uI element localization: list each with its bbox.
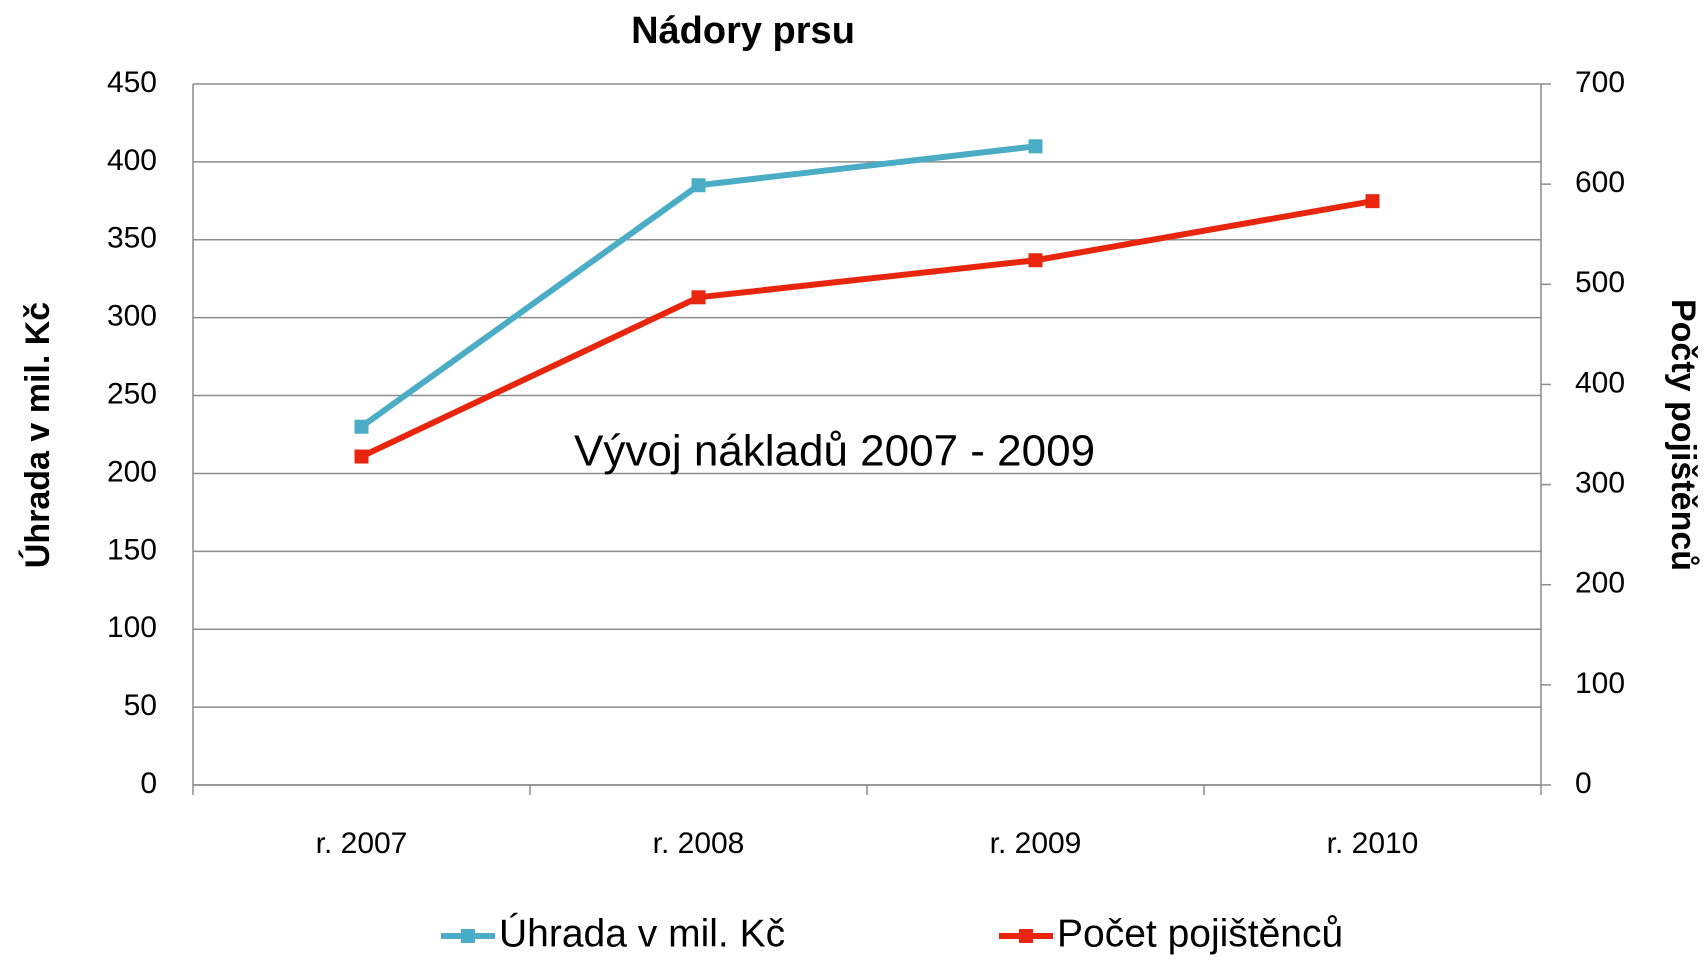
legend-label: Počet pojištěnců — [1057, 912, 1343, 955]
y2-axis-title: Počty pojištěnců — [1664, 299, 1702, 571]
y-tick-label: 350 — [107, 222, 157, 255]
y-tick-label: 400 — [107, 144, 157, 177]
chart-title: Nádory prsu — [631, 10, 855, 52]
y-tick-label: 100 — [107, 611, 157, 644]
series-marker — [354, 419, 369, 434]
y-tick-label: 0 — [140, 767, 157, 800]
legend-marker — [1019, 929, 1033, 943]
y-tick-label: 250 — [107, 377, 157, 410]
series-marker — [1028, 139, 1043, 154]
y-tick-label: 200 — [107, 455, 157, 488]
annotation: Vývoj nákladů 2007 - 2009 — [574, 427, 1095, 476]
y2-tick-label: 700 — [1575, 66, 1625, 99]
y-tick-label: 150 — [107, 533, 157, 566]
y2-tick-label: 300 — [1575, 466, 1625, 499]
series-line — [360, 198, 1374, 460]
y2-tick-label: 100 — [1575, 667, 1625, 700]
x-tick-label: r. 2010 — [1327, 827, 1419, 860]
series-marker — [354, 449, 369, 464]
y2-tick-label: 500 — [1575, 266, 1625, 299]
y-tick-label: 50 — [124, 689, 157, 722]
x-tick-label: r. 2007 — [316, 827, 408, 860]
y2-tick-label: 600 — [1575, 166, 1625, 199]
x-tick-label: r. 2008 — [653, 827, 745, 860]
y2-tick-label: 400 — [1575, 366, 1625, 399]
series-marker — [691, 290, 706, 305]
y2-tick-label: 0 — [1575, 767, 1592, 800]
legend-marker — [461, 929, 475, 943]
x-tick-label: r. 2009 — [990, 827, 1082, 860]
y-tick-label: 450 — [107, 66, 157, 99]
y-tick-label: 300 — [107, 300, 157, 333]
series-marker — [691, 178, 706, 193]
y-axis-title: Úhrada v mil. Kč — [19, 302, 57, 568]
y2-tick-label: 200 — [1575, 567, 1625, 600]
series-marker — [1028, 253, 1043, 268]
series-marker — [1365, 194, 1380, 209]
legend-label: Úhrada v mil. Kč — [499, 912, 785, 955]
